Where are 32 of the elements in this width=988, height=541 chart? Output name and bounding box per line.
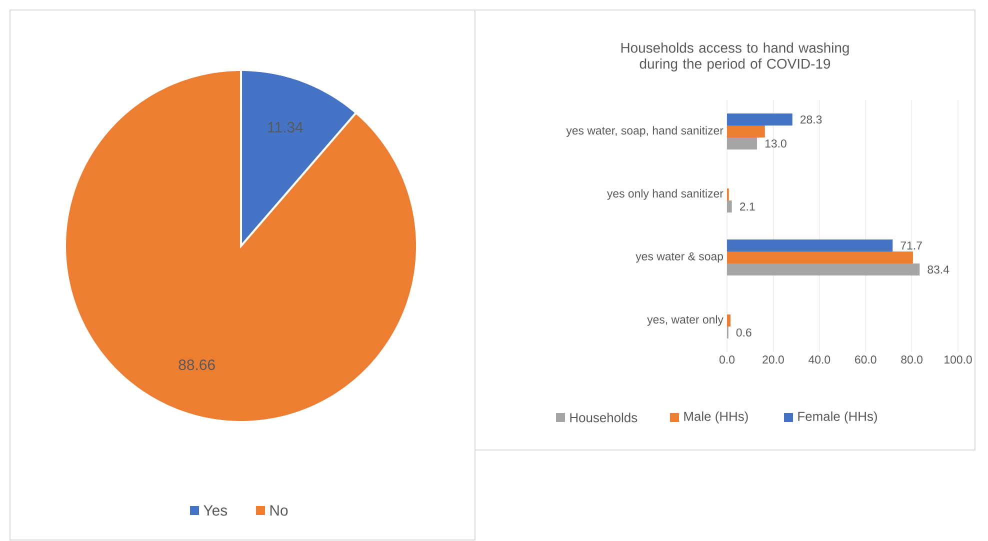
y-tick-label: yes only hand sanitizer xyxy=(606,189,724,200)
legend-label: No xyxy=(270,505,288,516)
bar xyxy=(727,114,792,126)
bar xyxy=(727,126,765,138)
data-label: 0.6 xyxy=(736,328,752,337)
y-tick-label: yes, water only xyxy=(647,315,724,326)
data-label: 83.4 xyxy=(928,265,950,274)
x-tick-label: 80.0 xyxy=(901,356,923,364)
x-tick-label: 60.0 xyxy=(855,356,876,364)
data-label: 71.7 xyxy=(900,242,922,250)
data-label: 2.1 xyxy=(740,202,755,210)
legend-label: Households xyxy=(570,412,638,422)
y-tick-label: yes water, soap, hand sanitizer xyxy=(566,126,724,137)
bar xyxy=(727,240,893,252)
legend-label: Yes xyxy=(204,505,228,516)
data-label: 88.66 xyxy=(178,360,215,370)
legend-label: Female (HHs) xyxy=(798,411,877,424)
x-tick-label: 100.0 xyxy=(944,356,972,364)
chart-title: Households access to hand washing during the period of COVID-19 xyxy=(621,42,849,72)
data-label: 11.34 xyxy=(268,122,303,132)
y-tick-label: yes water & soap xyxy=(636,252,723,263)
bar xyxy=(727,314,730,326)
x-tick-label: 0.0 xyxy=(720,356,735,364)
data-label: 28.3 xyxy=(800,115,822,124)
data-label: 13.0 xyxy=(765,139,786,148)
legend-label: Male (HHs) xyxy=(684,411,748,424)
bar xyxy=(727,264,920,276)
bar xyxy=(727,200,732,212)
x-tick-label: 20.0 xyxy=(762,356,784,364)
x-tick-label: 40.0 xyxy=(808,356,830,364)
bar xyxy=(727,138,758,150)
bar xyxy=(727,252,913,264)
